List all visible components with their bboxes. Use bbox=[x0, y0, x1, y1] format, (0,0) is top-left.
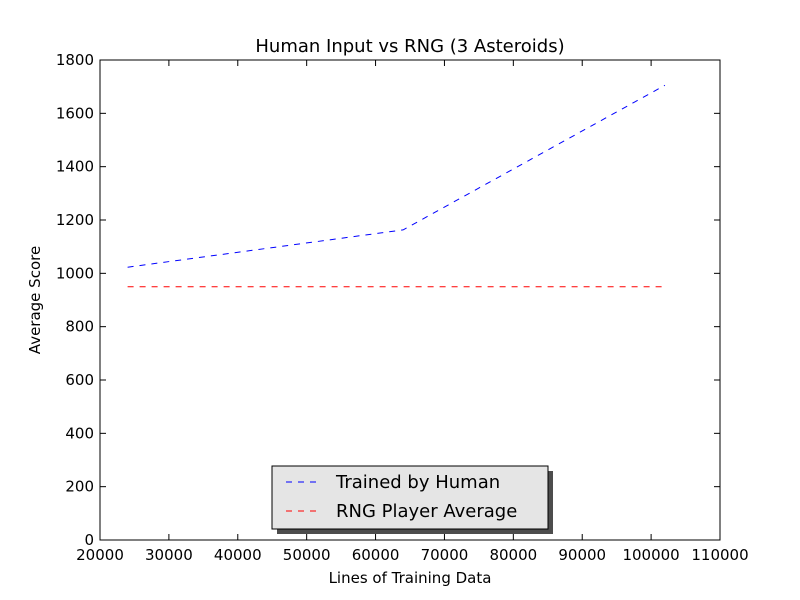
x-tick-label: 100000 bbox=[622, 546, 679, 564]
y-tick-label: 200 bbox=[65, 478, 94, 496]
x-tick-label: 50000 bbox=[283, 546, 331, 564]
x-tick-label: 30000 bbox=[145, 546, 193, 564]
legend-box bbox=[271, 465, 549, 530]
y-axis-label: Average Score bbox=[26, 246, 44, 354]
x-tick-label: 80000 bbox=[489, 546, 537, 564]
series-line-1 bbox=[127, 84, 666, 268]
legend: Trained by Human RNG Player Average bbox=[271, 465, 553, 534]
plot-area: 20000 30000 40000 50000 60000 70000 80000 90000… bbox=[56, 51, 749, 564]
chart-title: Human Input vs RNG (3 Asteroids) bbox=[255, 36, 564, 57]
x-tick-label: 90000 bbox=[558, 546, 606, 564]
x-tick-label: 60000 bbox=[352, 546, 400, 564]
x-tick-label: 40000 bbox=[214, 546, 262, 564]
plot-frame bbox=[99, 59, 721, 541]
y-tick-label: 1200 bbox=[56, 211, 94, 229]
y-tick-label: 600 bbox=[65, 371, 94, 389]
y-tick-label: 800 bbox=[65, 318, 94, 336]
y-tick-label: 1000 bbox=[56, 264, 94, 282]
y-tick-label: 0 bbox=[84, 531, 94, 549]
x-tick-label: 110000 bbox=[691, 546, 748, 564]
y-tick-label: 1400 bbox=[56, 158, 94, 176]
x-tick-label: 70000 bbox=[421, 546, 469, 564]
x-axis-label: Lines of Training Data bbox=[329, 569, 492, 587]
x-tick-label: 20000 bbox=[76, 546, 124, 564]
y-tick-label: 400 bbox=[65, 424, 94, 442]
legend-label-1: Trained by Human bbox=[335, 472, 500, 493]
legend-label-2: RNG Player Average bbox=[336, 501, 517, 522]
y-tick-label: 1800 bbox=[56, 51, 94, 69]
y-tick-label: 1600 bbox=[56, 104, 94, 122]
